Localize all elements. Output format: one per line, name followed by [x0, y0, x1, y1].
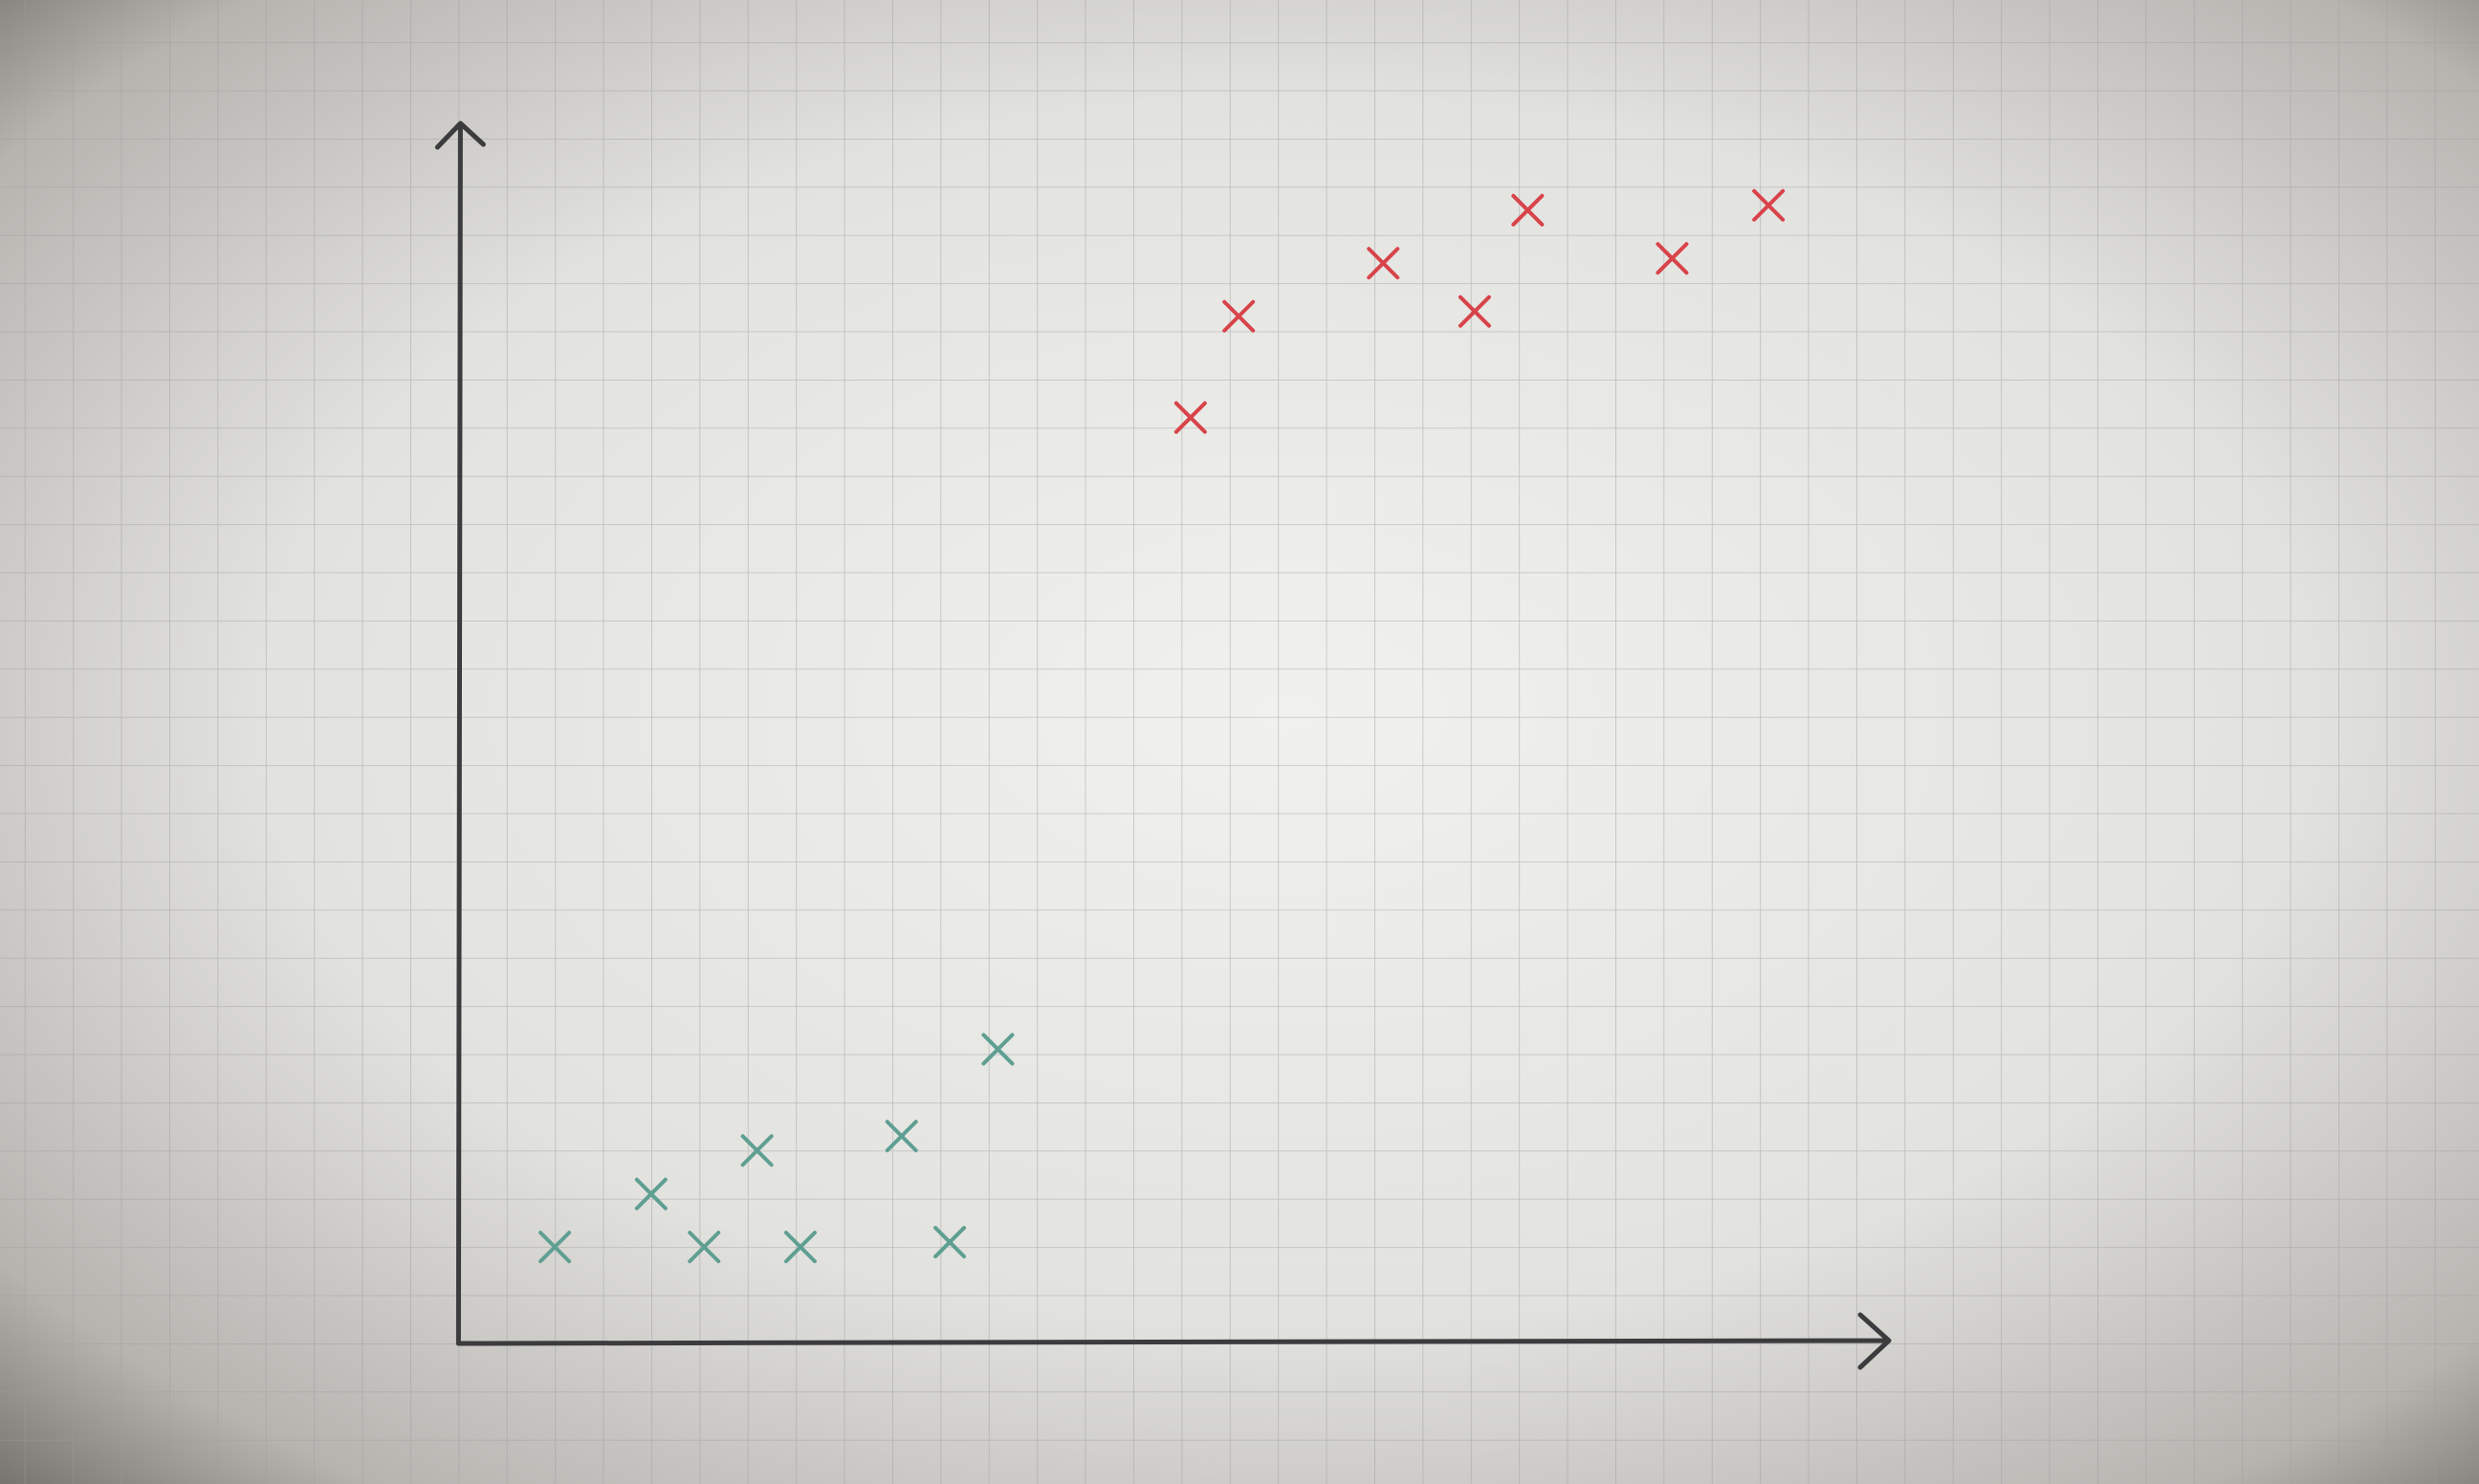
point-stroke: [1222, 299, 1256, 333]
point-stroke: [1511, 193, 1545, 227]
point-stroke: [740, 1134, 774, 1168]
point-stroke: [538, 1231, 572, 1264]
point: [1222, 299, 1256, 333]
point-stroke: [688, 1231, 721, 1264]
point: [1458, 295, 1491, 328]
point: [740, 1134, 774, 1168]
point: [1367, 247, 1400, 280]
point: [1174, 401, 1207, 434]
point: [688, 1231, 721, 1264]
point: [634, 1177, 668, 1211]
point-stroke: [885, 1120, 918, 1153]
point-stroke: [1752, 188, 1786, 222]
point-stroke: [634, 1177, 668, 1211]
point: [933, 1226, 967, 1259]
point: [538, 1231, 572, 1264]
plot: [434, 120, 1892, 1370]
point-stroke: [783, 1231, 817, 1264]
point-stroke: [1367, 247, 1400, 280]
point-stroke: [933, 1226, 967, 1259]
point: [885, 1120, 918, 1153]
point: [783, 1231, 817, 1264]
point: [981, 1033, 1015, 1066]
point-stroke: [1174, 401, 1207, 434]
point: [1656, 242, 1689, 275]
point-stroke: [1458, 295, 1491, 328]
point: [1511, 193, 1545, 227]
point-stroke: [1656, 242, 1689, 275]
point-stroke: [981, 1033, 1015, 1066]
point: [1752, 188, 1786, 222]
y-axis: [434, 120, 486, 1346]
x-axis: [455, 1312, 1892, 1370]
